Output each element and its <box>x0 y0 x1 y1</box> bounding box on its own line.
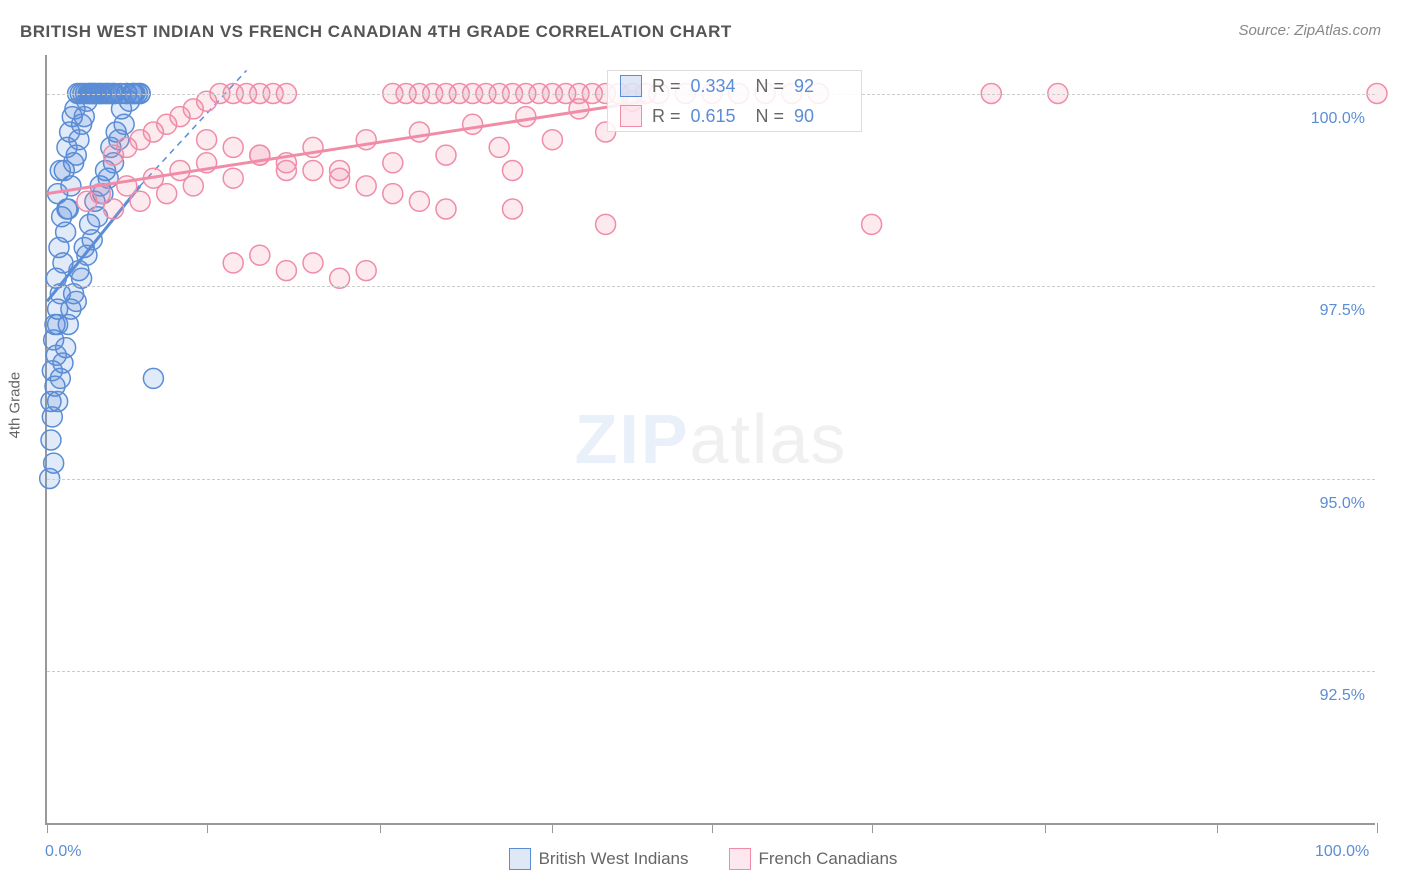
data-point <box>356 261 376 281</box>
scatter-svg <box>47 55 1375 823</box>
data-point <box>489 137 509 157</box>
data-point <box>223 253 243 273</box>
stat-n-value: 92 <box>794 76 849 97</box>
data-point <box>223 168 243 188</box>
data-point <box>130 191 150 211</box>
stat-n-label: N = <box>756 106 785 127</box>
data-point <box>104 199 124 219</box>
data-point <box>503 199 523 219</box>
stat-n-label: N = <box>756 76 785 97</box>
gridline <box>47 286 1375 287</box>
legend-bottom: British West Indians French Canadians <box>0 848 1406 870</box>
data-point <box>250 245 270 265</box>
data-point <box>183 176 203 196</box>
data-point <box>409 191 429 211</box>
data-point <box>303 161 323 181</box>
data-point <box>276 261 296 281</box>
data-point <box>66 291 86 311</box>
x-tick <box>1377 823 1378 833</box>
source-label: Source: ZipAtlas.com <box>1238 22 1381 39</box>
data-point <box>330 168 350 188</box>
data-point <box>114 114 134 134</box>
data-point <box>862 214 882 234</box>
stat-r-value: 0.615 <box>691 106 746 127</box>
legend-item: British West Indians <box>509 848 689 870</box>
y-tick-label: 95.0% <box>1320 495 1365 513</box>
x-tick <box>1217 823 1218 833</box>
data-point <box>383 184 403 204</box>
data-point <box>48 315 68 335</box>
data-point <box>503 161 523 181</box>
data-point <box>436 145 456 165</box>
x-tick <box>380 823 381 833</box>
data-point <box>50 161 70 181</box>
data-point <box>48 392 68 412</box>
data-point <box>516 107 536 127</box>
data-point <box>143 368 163 388</box>
data-point <box>44 453 64 473</box>
correlation-stat-box: R = 0.334 N = 92 R = 0.615 N = 90 <box>607 70 862 132</box>
stat-row: R = 0.334 N = 92 <box>608 71 861 101</box>
gridline <box>47 671 1375 672</box>
legend-swatch <box>509 848 531 870</box>
x-tick <box>47 823 48 833</box>
data-point <box>197 130 217 150</box>
data-point <box>157 184 177 204</box>
stat-r-value: 0.334 <box>691 76 746 97</box>
x-tick <box>552 823 553 833</box>
y-tick-label: 92.5% <box>1320 687 1365 705</box>
legend-label: French Canadians <box>759 849 898 869</box>
x-tick <box>1045 823 1046 833</box>
data-point <box>56 338 76 358</box>
x-tick <box>872 823 873 833</box>
legend-item: French Canadians <box>729 848 898 870</box>
x-tick <box>712 823 713 833</box>
data-point <box>463 114 483 134</box>
x-tick <box>207 823 208 833</box>
data-point <box>303 253 323 273</box>
data-point <box>41 430 61 450</box>
data-point <box>57 199 77 219</box>
data-point <box>436 199 456 219</box>
stat-r-label: R = <box>652 106 681 127</box>
stat-swatch <box>620 105 642 127</box>
x-tick-label: 0.0% <box>45 843 81 861</box>
y-tick-label: 97.5% <box>1320 302 1365 320</box>
stat-n-value: 90 <box>794 106 849 127</box>
stat-r-label: R = <box>652 76 681 97</box>
legend-swatch <box>729 848 751 870</box>
stat-swatch <box>620 75 642 97</box>
plot-area: ZIPatlas 92.5%95.0%97.5%100.0%R =0.334N … <box>45 55 1375 825</box>
stat-row: R = 0.615 N = 90 <box>608 101 861 131</box>
chart-title: BRITISH WEST INDIAN VS FRENCH CANADIAN 4… <box>20 22 732 42</box>
data-point <box>409 122 429 142</box>
data-point <box>383 153 403 173</box>
legend-label: British West Indians <box>539 849 689 869</box>
gridline <box>47 479 1375 480</box>
data-point <box>596 214 616 234</box>
x-tick-label: 100.0% <box>1315 843 1369 861</box>
data-point <box>542 130 562 150</box>
data-point <box>223 137 243 157</box>
data-point <box>356 176 376 196</box>
y-axis-label: 4th Grade <box>7 372 24 439</box>
y-tick-label: 100.0% <box>1311 110 1365 128</box>
